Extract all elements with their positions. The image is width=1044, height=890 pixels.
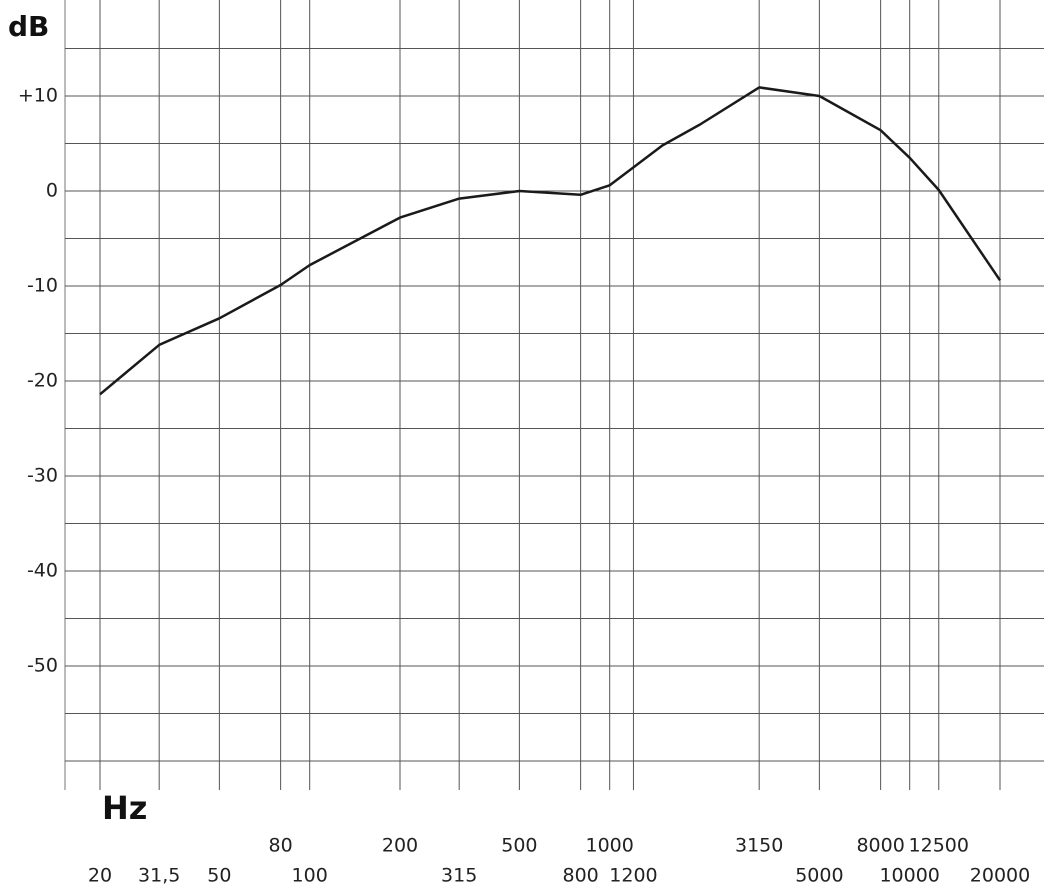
x-axis-label: Hz	[102, 789, 147, 827]
y-tick-label: -50	[27, 655, 58, 677]
y-tick-label: -20	[27, 370, 58, 392]
x-tick-label: 8000	[856, 835, 904, 857]
x-tick-label: 800	[562, 865, 598, 887]
y-tick-label: -30	[27, 465, 58, 487]
x-tick-label: 20	[88, 865, 112, 887]
x-tick-label: 80	[269, 835, 293, 857]
x-tick-label: 20000	[970, 865, 1030, 887]
x-tick-label: 50	[207, 865, 231, 887]
x-tick-label: 1200	[609, 865, 657, 887]
x-tick-label: 10000	[879, 865, 939, 887]
y-tick-label: -10	[27, 275, 58, 297]
y-tick-label: 0	[46, 180, 58, 202]
x-tick-label: 315	[441, 865, 477, 887]
y-tick-label: +10	[18, 85, 58, 107]
y-tick-label: -40	[27, 560, 58, 582]
y-axis-label: dB	[8, 10, 49, 43]
x-tick-label: 31,5	[138, 865, 180, 887]
x-tick-label: 500	[501, 835, 537, 857]
x-tick-label: 12500	[909, 835, 969, 857]
response-curve	[99, 86, 1002, 396]
x-tick-label: 200	[382, 835, 418, 857]
x-tick-label: 100	[292, 865, 328, 887]
x-tick-label: 3150	[735, 835, 783, 857]
x-tick-label: 5000	[795, 865, 843, 887]
x-tick-label: 1000	[586, 835, 634, 857]
